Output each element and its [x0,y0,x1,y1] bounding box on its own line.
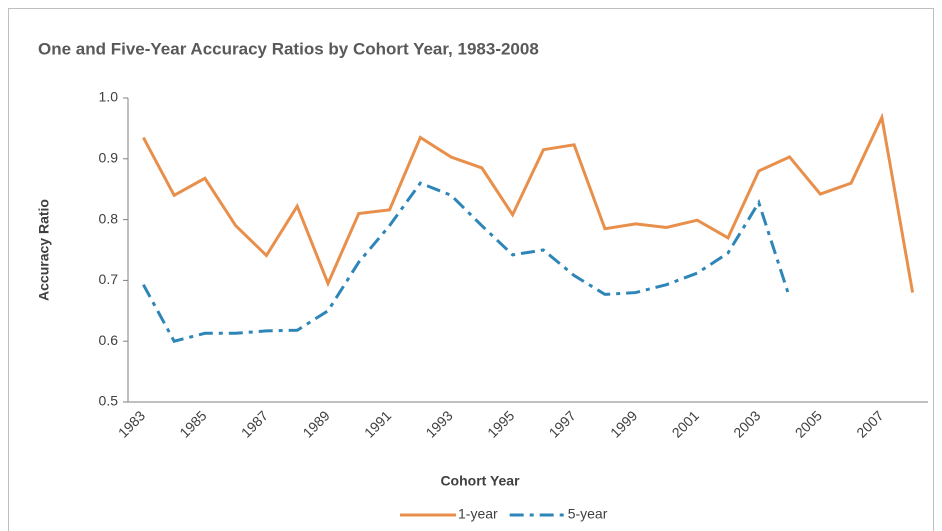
y-tick-label: 0.6 [99,332,119,348]
x-axis-title: Cohort Year [440,473,520,489]
y-tick-label: 0.5 [99,393,119,409]
chart-frame [8,8,934,531]
y-tick-label: 0.8 [99,210,119,226]
legend-label: 5-year [568,506,608,522]
series-line [142,112,915,293]
y-axis-title: Accuracy Ratio [36,199,52,301]
legend-label: 1-year [458,506,498,522]
y-tick-label: 0.7 [99,271,119,287]
series-line [142,181,791,343]
y-tick-label: 0.9 [99,150,119,166]
y-tick-label: 1.0 [99,89,119,105]
chart-title: One and Five-Year Accuracy Ratios by Coh… [38,39,539,58]
